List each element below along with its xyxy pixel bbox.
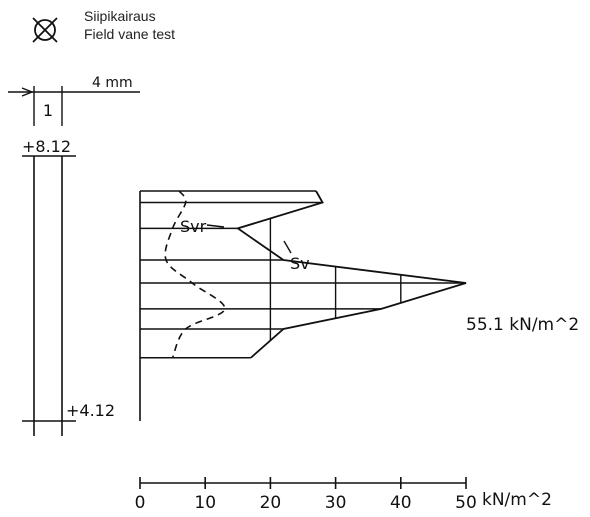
- chart-series: [164, 190, 467, 359]
- column-width-label: 4 mm: [92, 75, 133, 91]
- chart-grid: [139, 190, 466, 421]
- borehole-column: [22, 155, 76, 436]
- peak-value-label: 55.1 kN/m^2: [466, 315, 579, 335]
- x-tick-label-3: 30: [325, 493, 347, 513]
- x-tick-label-2: 20: [260, 493, 282, 513]
- series-label-svr-leader: [206, 224, 225, 228]
- series-label-sv: Sv: [290, 254, 310, 273]
- x-tick-label-0: 0: [135, 493, 146, 513]
- series-label-svr: Svr: [180, 217, 207, 236]
- series-line-sv: [235, 190, 467, 359]
- series-line-svr: [164, 190, 226, 359]
- x-tick-label-4: 40: [390, 493, 412, 513]
- x-tick-label-1: 10: [194, 493, 216, 513]
- x-tick-label-5: 50: [455, 493, 477, 513]
- column-number: 1: [43, 101, 53, 120]
- x-axis: 0 10 20 30 40 50: [135, 477, 477, 513]
- legend-label-finnish: Siipikairaus: [84, 8, 156, 24]
- field-vane-symbol-icon: [32, 17, 58, 43]
- column-width-dimension: [8, 86, 140, 126]
- bottom-level-label: +4.12: [66, 401, 115, 420]
- series-label-sv-leader: [283, 240, 292, 254]
- legend-label-english: Field vane test: [84, 26, 176, 42]
- top-level-label: +8.12: [22, 137, 71, 156]
- x-axis-unit: kN/m^2: [482, 490, 552, 510]
